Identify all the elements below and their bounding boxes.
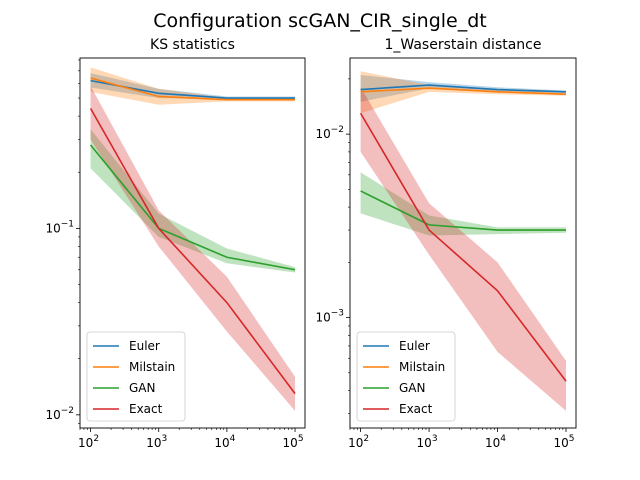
subplot-title: 1_Waserstain distance [385,37,542,53]
axes-frame [79,57,306,429]
x-tick-label: 103 [417,434,438,450]
plot-area [359,71,567,411]
band-gan [360,172,566,236]
x-tick-label: 102 [78,434,99,450]
plot-area [89,67,296,411]
line-euler [360,84,567,93]
band-gan [90,129,296,273]
band-milstain [90,67,296,105]
legend: Euler Milstain GAN Exact [86,331,186,422]
line-milstain [360,87,567,96]
legend-label-gan: GAN [129,381,155,395]
subplot-ks-statistics: KS statistics 102 103 104 105 10−1 10−2 Euler Mi… [45,37,306,450]
line-gan [89,144,296,271]
legend-box [86,331,186,422]
legend-label-exact: Exact [399,402,433,416]
x-tick-label: 105 [283,434,304,450]
x-tick-label: 104 [214,434,235,450]
band-exact [90,86,296,411]
band-euler [360,75,566,102]
legend: Euler Milstain GAN Exact [356,331,456,422]
line-gan [360,190,566,231]
y-tick-label: 10−1 [45,219,74,235]
x-tick-label: 103 [146,434,167,450]
y-tick-label: 10−2 [45,406,74,422]
x-tick-label: 102 [348,434,369,450]
legend-label-euler: Euler [399,339,430,353]
line-exact [359,112,567,382]
x-tick-label: 105 [553,434,574,450]
axes-frame [349,57,577,429]
subplot-title: KS statistics [150,37,235,53]
y-tick-label: 10−3 [315,309,344,325]
legend-label-euler: Euler [129,339,160,353]
line-milstain [90,77,296,101]
line-exact [89,108,296,395]
y-tick-label: 10−2 [315,125,344,141]
legend-label-exact: Exact [129,402,163,416]
legend-box [356,331,456,422]
legend-label-milstain: Milstain [129,360,175,374]
legend-label-milstain: Milstain [399,360,445,374]
band-euler [90,73,296,100]
legend-label-gan: GAN [399,381,425,395]
subplot-wasserstein-distance: 1_Waserstain distance 102 103 104 105 10−2 10−… [315,37,577,450]
figure-title: Configuration scGAN_CIR_single_dt [153,10,487,32]
x-tick-label: 104 [485,434,506,450]
band-milstain [360,71,566,114]
band-exact [360,87,566,411]
